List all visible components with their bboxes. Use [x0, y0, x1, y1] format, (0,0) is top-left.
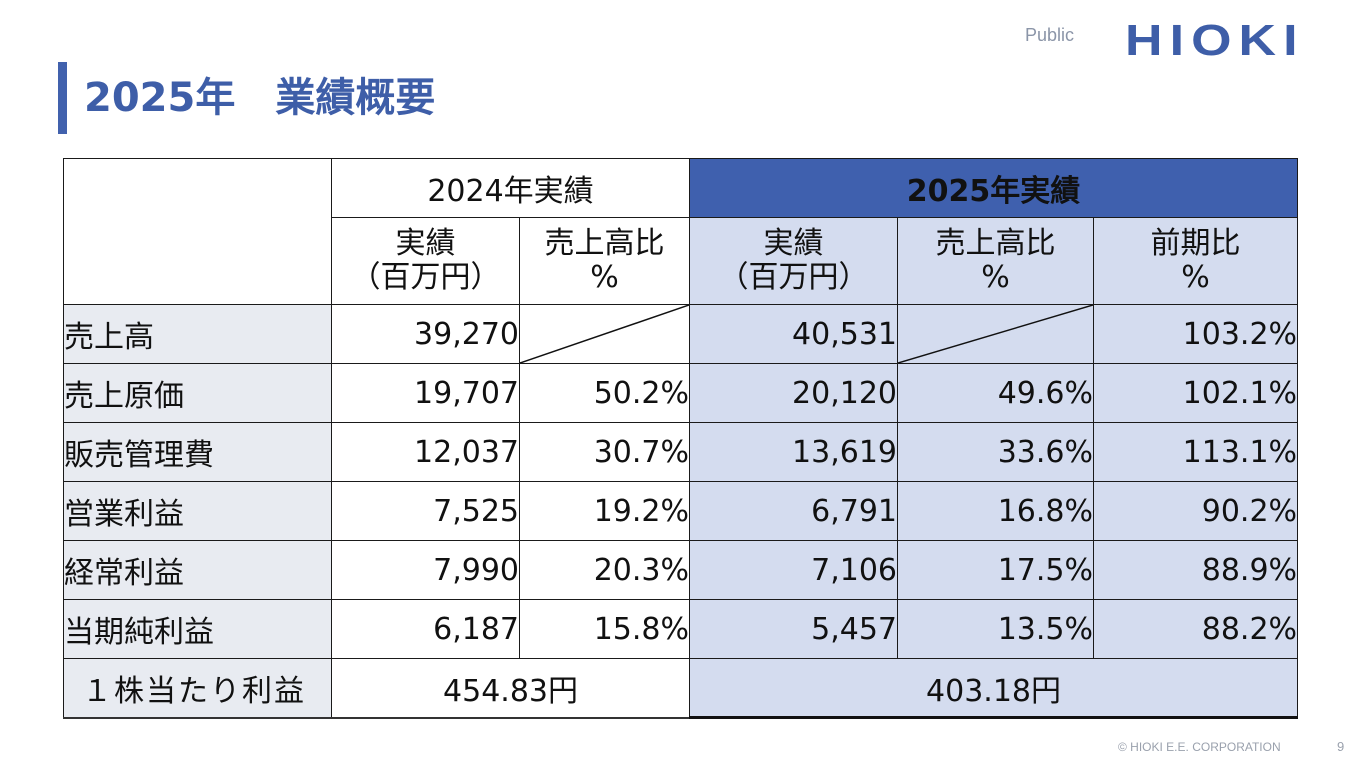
prev-ratio-cell: 20.3% [518, 540, 691, 600]
diagonal-slash-icon [520, 305, 689, 363]
curr-yoy-cell: 88.9% [1093, 540, 1299, 600]
title-accent-bar [58, 62, 67, 134]
subheader-prev-actual: 実績 （百万円） [331, 217, 520, 305]
curr-ratio-cell: 33.6% [897, 422, 1095, 482]
curr-yoy-cell: 90.2% [1093, 481, 1299, 541]
prev-ratio-cell: 50.2% [518, 363, 691, 423]
curr-yoy-cell: 103.2% [1093, 304, 1299, 364]
table-row-net-sales: 売上高 39,270 40,531 103.2% [63, 304, 1299, 364]
subheader-curr-ratio: 売上高比% [897, 217, 1095, 305]
curr-actual-cell: 13,619 [689, 422, 899, 482]
row-label: 営業利益 [63, 481, 332, 541]
subheader-curr-actual: 実績 （百万円） [689, 217, 899, 305]
header-2024-results: 2024年実績 [330, 158, 691, 218]
curr-eps-cell: 403.18円 [689, 658, 1299, 719]
curr-actual-cell: 20,120 [689, 363, 899, 423]
prev-ratio-cell: 15.8% [518, 599, 691, 659]
prev-actual-cell: 12,037 [331, 422, 520, 482]
curr-ratio-cell: 17.5% [897, 540, 1095, 600]
footer-copyright: © HIOKI E.E. CORPORATION [1118, 740, 1281, 754]
table-row-operating-income: 営業利益 7,525 19.2% 6,791 16.8% 90.2% [63, 481, 1299, 541]
curr-actual-cell: 40,531 [689, 304, 899, 364]
table-row-cost-of-sales: 売上原価 19,707 50.2% 20,120 49.6% 102.1% [63, 363, 1299, 423]
curr-yoy-cell: 88.2% [1093, 599, 1299, 659]
table-row-ordinary-income: 経常利益 7,990 20.3% 7,106 17.5% 88.9% [63, 540, 1299, 600]
table-row-eps: １株当たり利益 454.83円 403.18円 [63, 658, 1299, 719]
prev-eps-cell: 454.83円 [330, 658, 691, 719]
group-header-row: 2024年実績 2025年実績 [63, 158, 1299, 305]
row-label: １株当たり利益 [63, 658, 332, 719]
curr-actual-cell: 6,791 [689, 481, 899, 541]
prev-actual-cell: 19,707 [331, 363, 520, 423]
table-row-sga: 販売管理費 12,037 30.7% 13,619 33.6% 113.1% [63, 422, 1299, 482]
subheader-curr-yoy: 前期比% [1093, 217, 1299, 305]
sub-header-row: 実績 （百万円） 売上高比% 実績 （百万円） 売上高比% 前期比% [64, 217, 1299, 305]
diagonal-slash-icon [898, 305, 1093, 363]
curr-actual-cell: 5,457 [689, 599, 899, 659]
page-title: 2025年 業績概要 [84, 75, 436, 121]
row-label: 当期純利益 [63, 599, 332, 659]
prev-ratio-cell: 30.7% [518, 422, 691, 482]
curr-yoy-cell: 113.1% [1093, 422, 1299, 482]
curr-ratio-cell: 13.5% [897, 599, 1095, 659]
curr-actual-cell: 7,106 [689, 540, 899, 600]
curr-yoy-cell: 102.1% [1093, 363, 1299, 423]
curr-ratio-cell-na [897, 304, 1095, 364]
prev-ratio-cell-na [518, 304, 691, 364]
classification-label: Public [1025, 25, 1075, 45]
hioki-logo: HIOKI [1125, 16, 1305, 65]
prev-ratio-cell: 19.2% [518, 481, 691, 541]
prev-actual-cell: 7,990 [331, 540, 520, 600]
row-label: 販売管理費 [63, 422, 332, 482]
curr-ratio-cell: 16.8% [897, 481, 1095, 541]
curr-ratio-cell: 49.6% [897, 363, 1095, 423]
prev-actual-cell: 39,270 [331, 304, 520, 364]
row-label: 売上高 [63, 304, 332, 364]
results-summary-table: 2024年実績 2025年実績 実績 （百万円） 売上高比% 実績 （百万円） 売上… [63, 158, 1299, 719]
page-number: 9 [1337, 739, 1345, 754]
table-row-net-income: 当期純利益 6,187 15.8% 5,457 13.5% 88.2% [63, 599, 1299, 659]
header-2025-results: 2025年実績 [689, 158, 1299, 218]
subheader-prev-ratio: 売上高比% [518, 217, 691, 305]
row-label: 経常利益 [63, 540, 332, 600]
corner-cell [63, 158, 332, 305]
prev-actual-cell: 6,187 [331, 599, 520, 659]
prev-actual-cell: 7,525 [331, 481, 520, 541]
row-label: 売上原価 [63, 363, 332, 423]
